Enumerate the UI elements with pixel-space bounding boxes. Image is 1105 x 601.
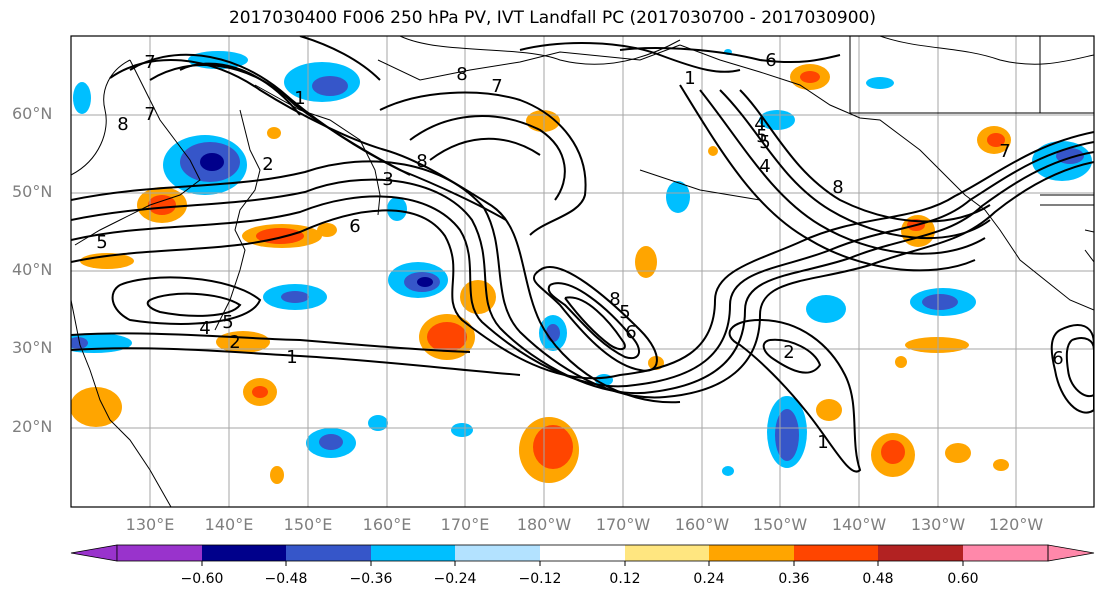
colorbar-tick-label: −0.36 bbox=[349, 571, 393, 587]
contour-label: 8 bbox=[117, 114, 128, 135]
pv-contours bbox=[71, 36, 1094, 473]
colorbar-bin bbox=[794, 545, 878, 561]
contour-label: 5 bbox=[222, 312, 233, 333]
colorbar-extend-max bbox=[1047, 544, 1095, 562]
contour-label: 1 bbox=[294, 88, 305, 109]
colorbar-tick-label: −0.12 bbox=[518, 571, 562, 587]
colorbar-extend-min bbox=[70, 544, 118, 562]
coastlines bbox=[71, 36, 1094, 507]
contour-label: 5 bbox=[96, 232, 107, 253]
colorbar-tick-label: 0.60 bbox=[947, 571, 979, 587]
lon-label: 120°W bbox=[988, 515, 1044, 534]
thin-contours bbox=[71, 36, 1094, 176]
contour-label: 6 bbox=[349, 216, 360, 237]
colorbar-tick-label: 0.36 bbox=[778, 571, 810, 587]
colorbar-bin bbox=[540, 545, 625, 561]
lon-label: 170°E bbox=[440, 515, 490, 534]
colorbar-bin bbox=[625, 545, 709, 561]
colorbar-tick-label: −0.24 bbox=[433, 571, 477, 587]
contour-label: 7 bbox=[144, 52, 155, 73]
colorbar-bin bbox=[286, 545, 371, 561]
contour-label: 4 bbox=[199, 318, 210, 339]
colorbar-tick-label: 0.24 bbox=[693, 571, 725, 587]
contour-label: 6 bbox=[1052, 348, 1063, 369]
contour-label: 6 bbox=[625, 322, 636, 343]
contour-label: 2 bbox=[262, 154, 273, 175]
colorbar-tick-label: −0.60 bbox=[180, 571, 224, 587]
lon-label: 150°W bbox=[752, 515, 808, 534]
colorbar-tick-label: 0.12 bbox=[609, 571, 641, 587]
contour-label: 5 bbox=[619, 302, 630, 323]
map-frame bbox=[70, 35, 1095, 508]
lon-label: 160°W bbox=[674, 515, 730, 534]
contour-label: 4 bbox=[754, 114, 765, 135]
contour-label: 1 bbox=[286, 347, 297, 368]
map-title: 2017030400 F006 250 hPa PV, IVT Landfall… bbox=[228, 8, 876, 28]
contour-label-group: 7 8 1 8 6 2 8 7 6 5 8 7 5 4 1 6 5 8 4 3 … bbox=[96, 50, 1063, 453]
contour-label: 7 bbox=[144, 104, 155, 125]
colorbar-bin bbox=[117, 545, 202, 561]
contour-label: 3 bbox=[382, 169, 393, 190]
colorbar bbox=[70, 544, 1095, 566]
contour-label: 8 bbox=[609, 289, 620, 310]
colorbar-tick-label: −0.48 bbox=[264, 571, 308, 587]
lat-label: 30°N bbox=[12, 338, 53, 357]
colorbar-bin bbox=[371, 545, 455, 561]
contour-label: 6 bbox=[765, 50, 776, 71]
lat-label: 20°N bbox=[12, 417, 53, 436]
contour-label: 8 bbox=[416, 151, 427, 172]
lon-label: 180°W bbox=[516, 515, 572, 534]
lon-label: 140°W bbox=[831, 515, 887, 534]
contour-label: 2 bbox=[783, 342, 794, 363]
lon-label: 170°W bbox=[595, 515, 651, 534]
contour-label: 2 bbox=[229, 332, 240, 353]
contour-label: 1 bbox=[684, 68, 695, 89]
contour-label: 4 bbox=[759, 156, 770, 177]
contour-label: 7 bbox=[491, 76, 502, 97]
colorbar-bin bbox=[202, 545, 286, 561]
lon-label: 160°E bbox=[362, 515, 412, 534]
lon-label: 130°W bbox=[910, 515, 966, 534]
lat-label: 50°N bbox=[12, 182, 53, 201]
graticule-grid bbox=[71, 36, 1094, 507]
contour-label: 8 bbox=[832, 177, 843, 198]
colorbar-outline bbox=[116, 544, 1049, 562]
colorbar-bin bbox=[455, 545, 540, 561]
colorbar-tick-label: 0.48 bbox=[862, 571, 894, 587]
lon-label: 150°E bbox=[283, 515, 333, 534]
contour-label: 8 bbox=[456, 64, 467, 85]
colorbar-bin bbox=[709, 545, 794, 561]
contour-label: 1 bbox=[817, 432, 828, 453]
lat-label: 40°N bbox=[12, 260, 53, 279]
lat-label: 60°N bbox=[12, 104, 53, 123]
colorbar-bin bbox=[878, 545, 963, 561]
colorbar-bin bbox=[963, 545, 1048, 561]
lon-label: 130°E bbox=[125, 515, 175, 534]
contour-label: 5 bbox=[756, 126, 767, 147]
lon-label: 140°E bbox=[204, 515, 254, 534]
contour-label: 5 bbox=[759, 132, 770, 153]
contour-label: 7 bbox=[999, 141, 1010, 162]
